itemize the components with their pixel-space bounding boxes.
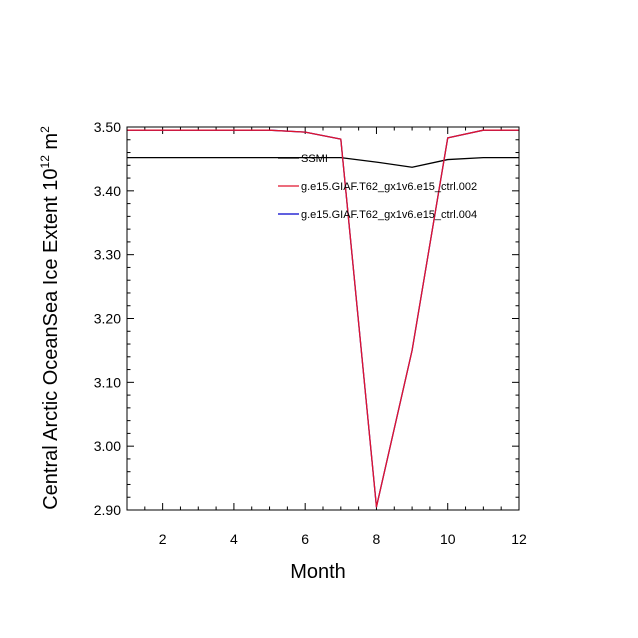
series-line-1 [127, 156, 519, 168]
x-tick-label: 4 [230, 531, 238, 547]
legend-label: SSMI [301, 153, 328, 165]
x-tick-label: 8 [373, 531, 381, 547]
y-axis-title: Central Arctic OceanSea Ice Extent 1012 … [38, 126, 62, 510]
x-tick-label: 2 [159, 531, 167, 547]
plot-frame [126, 126, 520, 511]
series-lines [127, 129, 519, 508]
y-tick-label: 3.00 [94, 438, 121, 454]
legend: SSMI g.e15.GIAF.T62_gx1v6.e15_ctrl.002 g.e… [278, 153, 477, 221]
tick-marks [126, 126, 520, 511]
y-tick-label: 2.90 [94, 502, 121, 518]
legend-label: g.e15.GIAF.T62_gx1v6.e15_ctrl.004 [301, 209, 477, 221]
y-tick-label: 3.20 [94, 311, 121, 327]
y-tick-label: 3.50 [94, 119, 121, 135]
x-tick-label: 10 [440, 531, 456, 547]
y-axis-title-prefix: Central Arctic OceanSea Ice Extent 10 [40, 168, 62, 509]
x-axis-title: Month [290, 561, 346, 583]
y-axis-title-unit-exponent: 2 [38, 126, 52, 133]
x-tick-labels: 2 4 6 8 10 12 [159, 531, 527, 547]
y-axis-title-unit: m [40, 133, 62, 155]
x-tick-label: 6 [301, 531, 309, 547]
legend-label: g.e15.GIAF.T62_gx1v6.e15_ctrl.002 [301, 181, 477, 193]
x-tick-label: 12 [511, 531, 527, 547]
y-tick-label: 3.30 [94, 247, 121, 263]
y-tick-label: 3.40 [94, 183, 121, 199]
series-line-3 [127, 129, 519, 508]
y-tick-label: 3.10 [94, 374, 121, 390]
y-tick-labels: 2.90 3.00 3.10 3.20 3.30 3.40 3.50 [94, 119, 121, 518]
y-axis-title-exponent: 12 [38, 155, 52, 169]
